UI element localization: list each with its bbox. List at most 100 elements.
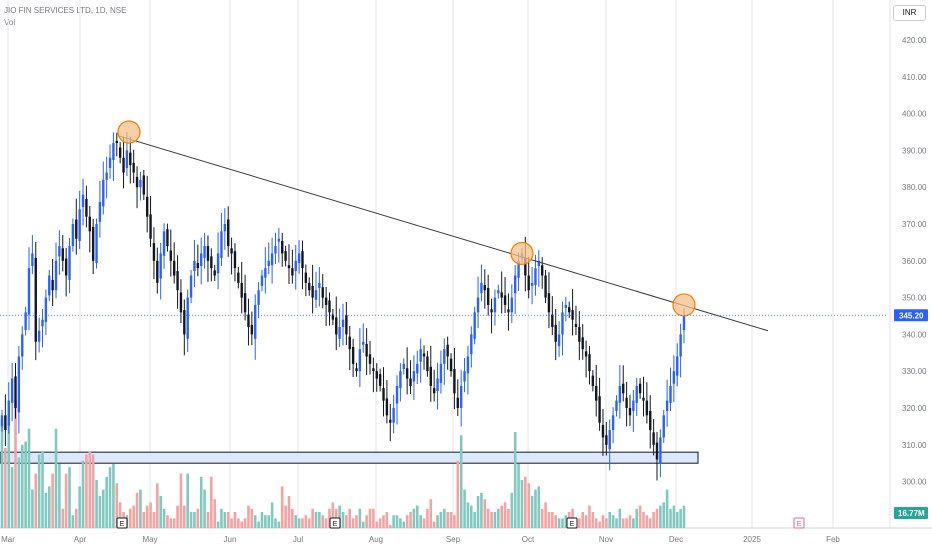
- volume-bar-79: [267, 515, 271, 528]
- volume-bar-59: [199, 476, 203, 528]
- volume-bar-50: [169, 518, 173, 528]
- candle-body-199: [672, 371, 676, 384]
- candle-body-63: [213, 270, 216, 276]
- volume-bar-1: [4, 448, 7, 528]
- candle-body-71: [240, 282, 243, 298]
- trendline: [117, 135, 769, 332]
- volume-bar-68: [230, 518, 233, 528]
- candle-body-75: [254, 304, 257, 339]
- volume-bar-48: [162, 508, 166, 528]
- volume-bar-136: [459, 435, 463, 528]
- currency-button[interactable]: INR: [893, 5, 926, 21]
- candle-body-50: [169, 250, 173, 261]
- volume-bar-64: [216, 521, 220, 528]
- candle-body-143: [483, 285, 487, 291]
- candle-body-198: [669, 385, 672, 403]
- candle-body-107: [362, 341, 365, 345]
- volume-bar-147: [497, 508, 500, 528]
- volume-bar-133: [449, 512, 453, 528]
- candle-body-194: [655, 442, 659, 460]
- volume-bar-76: [257, 521, 260, 528]
- candle-body-12: [41, 319, 44, 327]
- candle-body-30: [102, 179, 105, 207]
- volume-bar-114: [385, 512, 389, 528]
- x-label-9: Dec: [669, 535, 683, 544]
- volume-bar-30: [101, 489, 105, 528]
- y-tick-8: 340.00: [902, 330, 927, 339]
- last-price-tag: 345.20: [899, 311, 924, 320]
- candle-body-59: [199, 253, 203, 266]
- volume-bar-20: [68, 467, 71, 528]
- volume-bar-124: [419, 515, 422, 528]
- volume-bar-192: [648, 518, 652, 528]
- volume-bar-115: [388, 524, 392, 528]
- candle-body-0: [0, 415, 4, 427]
- volume-bar-77: [260, 512, 264, 528]
- candle-body-53: [179, 292, 183, 313]
- volume-bar-191: [645, 515, 649, 528]
- candle-body-92: [311, 285, 314, 298]
- x-label-1: Apr: [74, 535, 87, 544]
- volume-bar-134: [453, 515, 456, 528]
- candle-body-158: [534, 268, 537, 286]
- candle-body-14: [48, 275, 51, 296]
- candle-body-61: [206, 246, 210, 261]
- candle-body-38: [129, 152, 132, 166]
- y-tick-4: 380.00: [902, 183, 927, 192]
- volume-bar-106: [358, 508, 362, 528]
- volume-bar-123: [415, 505, 419, 528]
- candle-body-74: [250, 324, 254, 335]
- volume-bar-183: [618, 508, 622, 528]
- volume-bar-95: [321, 515, 325, 528]
- candle-body-114: [385, 398, 389, 416]
- volume-bar-179: [605, 518, 608, 528]
- candle-body-19: [64, 258, 68, 276]
- volume-bar-140: [473, 512, 476, 528]
- candle-body-36: [122, 157, 125, 173]
- candle-body-118: [399, 371, 402, 389]
- candle-body-201: [679, 334, 682, 357]
- candle-body-70: [237, 272, 240, 283]
- candle-body-153: [517, 260, 520, 278]
- volume-bar-120: [405, 515, 409, 528]
- volume-bar-121: [409, 512, 412, 528]
- x-label-8: Nov: [599, 535, 613, 544]
- touch-circle-1: [510, 241, 534, 266]
- candle-body-104: [351, 346, 355, 364]
- candle-body-164: [554, 324, 557, 342]
- volume-bar-135: [456, 460, 460, 528]
- candle-body-66: [223, 224, 227, 232]
- candle-body-168: [568, 307, 571, 313]
- candle-body-133: [449, 358, 453, 372]
- candle-body-47: [159, 253, 162, 279]
- candle-body-28: [95, 224, 98, 264]
- time-axis: Mar Apr May Jun Jul Aug Sep Oct Nov Dec 2025 Feb: [1, 535, 840, 544]
- candle-body-72: [243, 293, 247, 313]
- volume-bar-200: [675, 512, 679, 528]
- candle-body-146: [493, 297, 497, 313]
- volume-bar-150: [507, 508, 510, 528]
- volume-bar-186: [628, 515, 632, 528]
- candle-body-67: [227, 219, 230, 247]
- candle-body-41: [139, 179, 142, 188]
- volume-bar-12: [41, 451, 44, 528]
- volume-bar-40: [135, 492, 139, 528]
- candle-body-83: [281, 240, 284, 254]
- candle-body-110: [372, 368, 375, 372]
- candle-body-89: [301, 251, 304, 269]
- candle-body-106: [358, 349, 362, 372]
- volume-bar-103: [348, 508, 352, 528]
- volume-bar-71: [240, 521, 244, 528]
- candle-body-119: [402, 363, 405, 369]
- volume-bar-201: [679, 508, 682, 528]
- resistance-trendline: [117, 135, 769, 332]
- y-tick-1: 410.00: [902, 73, 927, 82]
- volume-bar-91: [307, 518, 311, 528]
- volume-bar-174: [588, 505, 591, 528]
- x-label-5: Aug: [369, 535, 383, 544]
- volume-bar-149: [503, 502, 507, 528]
- candle-body-171: [578, 327, 581, 342]
- candle-body-80: [270, 253, 274, 266]
- volume-bar-108: [365, 515, 368, 528]
